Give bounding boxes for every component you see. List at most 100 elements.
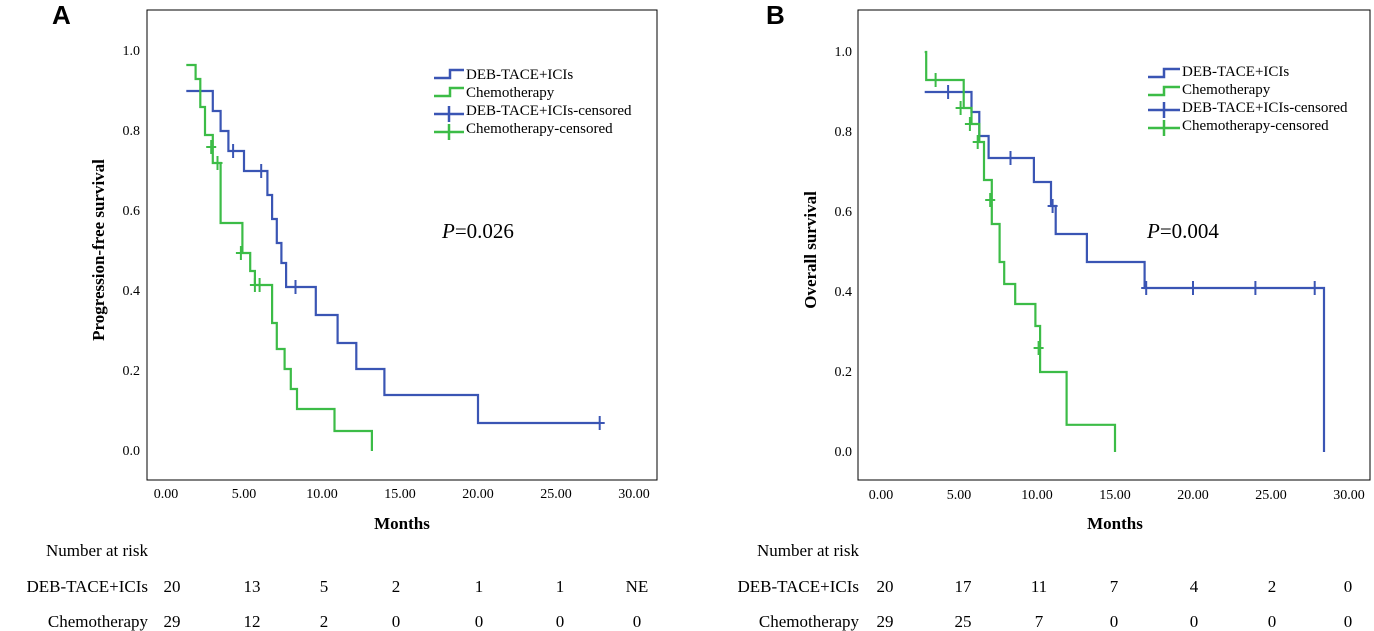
panel-a-risk-deb-cell: 13 (244, 577, 261, 596)
panel-a-p-symbol: P (441, 219, 455, 243)
panel-b-censor-mark-deb (1047, 199, 1058, 213)
panel-a-curve-deb (186, 89, 600, 425)
panel-b-censor-mark-deb (1188, 281, 1198, 295)
legend-swatch-chemo (434, 86, 464, 98)
panel-b-plot-frame (857, 9, 1371, 481)
legend-swatch-deb-censored (1148, 102, 1180, 118)
legend-swatch-chemo-censored (1148, 120, 1180, 136)
panel-b-curves (924, 50, 1326, 452)
panel-b-risk-chemo-cell: 0 (1268, 612, 1277, 631)
panel-a-plot-frame (146, 9, 658, 481)
panel-a-x-tick: 15.00 (384, 487, 416, 502)
panel-b-x-tick: 10.00 (1021, 488, 1053, 503)
panel-a-curves (186, 63, 605, 451)
panel-a-x-tick: 30.00 (618, 487, 650, 502)
panel-b-censor-mark-deb (1250, 281, 1261, 295)
panel-b-p-value: P=0.004 (1146, 219, 1219, 243)
panel-a-censor-mark-deb (594, 416, 605, 430)
panel-a-censor-mark-chemo (206, 140, 217, 154)
panel-b-censor-mark-chemo (972, 135, 983, 149)
panel-a-censor-mark-chemo (254, 278, 265, 292)
panel-a-x-tick: 20.00 (462, 487, 494, 502)
panel-b-x-ticks: 0.00 5.00 10.00 15.00 20.00 25.00 30.00 (869, 488, 1365, 503)
panel-b-x-tick: 30.00 (1333, 488, 1365, 503)
panel-b-risk-chemo-cell: 0 (1110, 612, 1119, 631)
panel-b-risk-header: Number at risk (757, 541, 859, 560)
panel-b-risk-chemo-cell: 0 (1344, 612, 1353, 631)
panel-a-x-ticks: 0.00 5.00 10.00 15.00 20.00 25.00 30.00 (154, 487, 650, 502)
panel-a-risk-deb-cell: NE (626, 577, 649, 596)
panel-b-risk-chemo-cell: 25 (955, 612, 972, 631)
panel-b-risk-chemo-cell: 7 (1035, 612, 1044, 631)
panel-a-x-tick: 10.00 (306, 487, 338, 502)
panel-b-risk-deb-cell: 0 (1344, 577, 1353, 596)
legend-label-deb-censored: DEB-TACE+ICIs-censored (1182, 100, 1348, 116)
panel-a-y-tick: 0.8 (123, 124, 141, 139)
panel-b-risk-deb-cell: 17 (955, 577, 973, 596)
panel-a-risk-deb-cell: 5 (320, 577, 329, 596)
panel-b-censor-mark-chemo (930, 73, 941, 87)
panel-b-risk-deb-cell: 7 (1110, 577, 1119, 596)
panel-a-censor-mark-deb (228, 144, 239, 158)
panel-b-risk-deb-cell: 20 (877, 577, 894, 596)
panel-b-risk-chemo-cell: 29 (877, 612, 894, 631)
panel-b-x-tick: 15.00 (1099, 488, 1131, 503)
panel-b-risk-chemo-cell: 0 (1190, 612, 1199, 631)
panel-a-y-ticks: 0.0 0.2 0.4 0.6 0.8 1.0 (123, 44, 141, 459)
panel-a-letter: A (52, 0, 71, 30)
panel-b-risk-deb-cell: 4 (1190, 577, 1199, 596)
panel-b-x-axis-title: Months (1087, 514, 1143, 533)
panel-b-y-tick: 0.6 (835, 205, 853, 220)
panel-b-risk-label-deb: DEB-TACE+ICIs (737, 577, 859, 596)
panel-a-y-tick: 0.0 (123, 444, 141, 459)
legend-label-chemo: Chemotherapy (466, 85, 555, 101)
panel-a-risk-deb-cell: 2 (392, 577, 401, 596)
panel-b-censor-mark-chemo (985, 193, 996, 207)
panel-b-x-tick: 20.00 (1177, 488, 1209, 503)
panel-a-risk-deb-cell: 20 (164, 577, 181, 596)
panel-a-y-tick: 0.2 (123, 364, 141, 379)
legend-swatch-chemo (1148, 85, 1180, 97)
panel-b-x-tick: 0.00 (869, 488, 894, 503)
legend-swatch-deb (434, 68, 464, 80)
panel-b-legend: DEB-TACE+ICIs Chemotherapy DEB-TACE+ICIs… (1148, 64, 1348, 136)
panel-b: B 0.0 0.2 0.4 0.6 0.8 1.0 0.00 5.00 10.0… (737, 0, 1371, 631)
panel-b-censor-mark-deb (1309, 281, 1320, 295)
panel-a-x-axis-title: Months (374, 514, 430, 533)
panel-a-censor-mark-deb (290, 280, 301, 294)
panel-a-risk-chemo-cell: 0 (633, 612, 642, 631)
panel-b-y-axis-title: Overall survival (801, 191, 820, 309)
legend-label-deb-censored: DEB-TACE+ICIs-censored (466, 103, 632, 119)
panel-b-censor-mark-deb (1141, 281, 1152, 295)
panel-a-p-number: =0.026 (455, 219, 514, 243)
panel-a-censor-mark-chemo (235, 246, 246, 260)
panel-a-legend: DEB-TACE+ICIs Chemotherapy DEB-TACE+ICIs… (434, 67, 632, 140)
panel-a-risk-chemo-cell: 2 (320, 612, 329, 631)
panel-b-y-tick: 1.0 (835, 45, 853, 60)
panel-b-y-tick: 0.0 (835, 445, 853, 460)
panel-a: A 0.0 0.2 0.4 0.6 0.8 1.0 0.00 5.00 10.0… (26, 0, 658, 631)
panel-b-censor-mark-chemo (1033, 341, 1044, 355)
panel-a-risk-chemo-cell: 12 (244, 612, 261, 631)
panel-b-risk-label-chemo: Chemotherapy (759, 612, 860, 631)
panel-b-p-number: =0.004 (1160, 219, 1220, 243)
legend-swatch-deb-censored (434, 106, 464, 122)
panel-b-risk-table: Number at risk DEB-TACE+ICIs Chemotherap… (737, 541, 1352, 631)
panel-a-y-tick: 1.0 (123, 44, 141, 59)
panel-b-censor-mark-chemo (964, 117, 975, 131)
panel-b-curve-deb (924, 90, 1326, 452)
panel-a-y-axis-title: Progression-free survival (89, 159, 108, 341)
panel-a-p-value: P=0.026 (441, 219, 514, 243)
panel-a-risk-chemo-cell: 0 (475, 612, 484, 631)
panel-a-y-tick: 0.4 (123, 284, 141, 299)
panel-a-risk-deb-cell: 1 (556, 577, 565, 596)
legend-label-chemo-censored: Chemotherapy-censored (1182, 118, 1329, 134)
panel-b-risk-deb-cell: 2 (1268, 577, 1277, 596)
panel-a-censor-mark-deb (256, 164, 267, 178)
panel-a-risk-chemo-cell: 0 (392, 612, 401, 631)
panel-a-risk-chemo-cell: 0 (556, 612, 565, 631)
panel-b-risk-deb-cell: 11 (1031, 577, 1047, 596)
legend-swatch-chemo-censored (434, 124, 464, 140)
panel-a-risk-header: Number at risk (46, 541, 148, 560)
